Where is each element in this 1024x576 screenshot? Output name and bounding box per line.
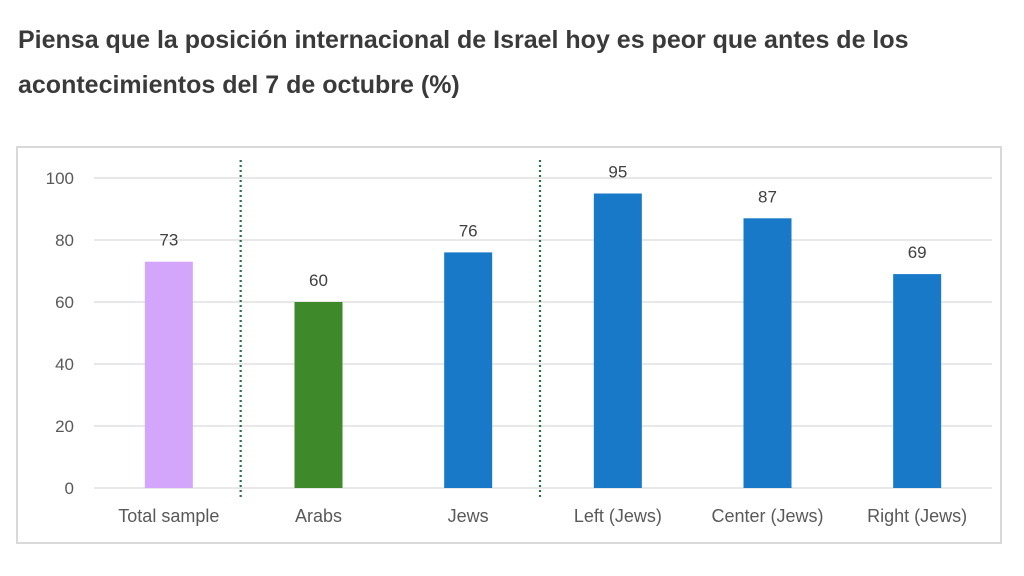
y-tick-label-40: 40 [55, 355, 74, 374]
value-label-left-jews: 95 [608, 163, 627, 182]
chart-container: 0 20 40 60 80 100 73 Total sample 60 Arabs 76 Jews 9… [16, 146, 1002, 544]
bar-center-jews [743, 218, 792, 489]
category-label-jews: Jews [448, 506, 489, 526]
value-label-right-jews: 69 [908, 243, 927, 262]
y-tick-label-20: 20 [55, 417, 74, 436]
y-tick-label-0: 0 [65, 479, 74, 498]
bar-right-jews [893, 274, 942, 488]
bar-arabs [294, 302, 343, 488]
bar-chart: 0 20 40 60 80 100 73 Total sample 60 Arabs 76 Jews 9… [46, 160, 992, 526]
bar-left-jews [593, 193, 642, 488]
category-label-total-sample: Total sample [118, 506, 219, 526]
category-label-left-jews: Left (Jews) [574, 506, 662, 526]
bar-jews [444, 252, 493, 488]
value-label-arabs: 60 [309, 271, 328, 290]
chart-title: Piensa que la posición internacional de … [18, 26, 909, 99]
value-label-total-sample: 73 [159, 231, 178, 250]
bar-total-sample [144, 261, 193, 488]
y-tick-label-100: 100 [46, 169, 74, 188]
category-label-right-jews: Right (Jews) [867, 506, 967, 526]
value-label-center-jews: 87 [758, 187, 777, 206]
y-tick-label-80: 80 [55, 231, 74, 250]
value-label-jews: 76 [459, 221, 478, 240]
category-label-center-jews: Center (Jews) [711, 506, 823, 526]
y-tick-label-60: 60 [55, 293, 74, 312]
category-label-arabs: Arabs [295, 506, 342, 526]
